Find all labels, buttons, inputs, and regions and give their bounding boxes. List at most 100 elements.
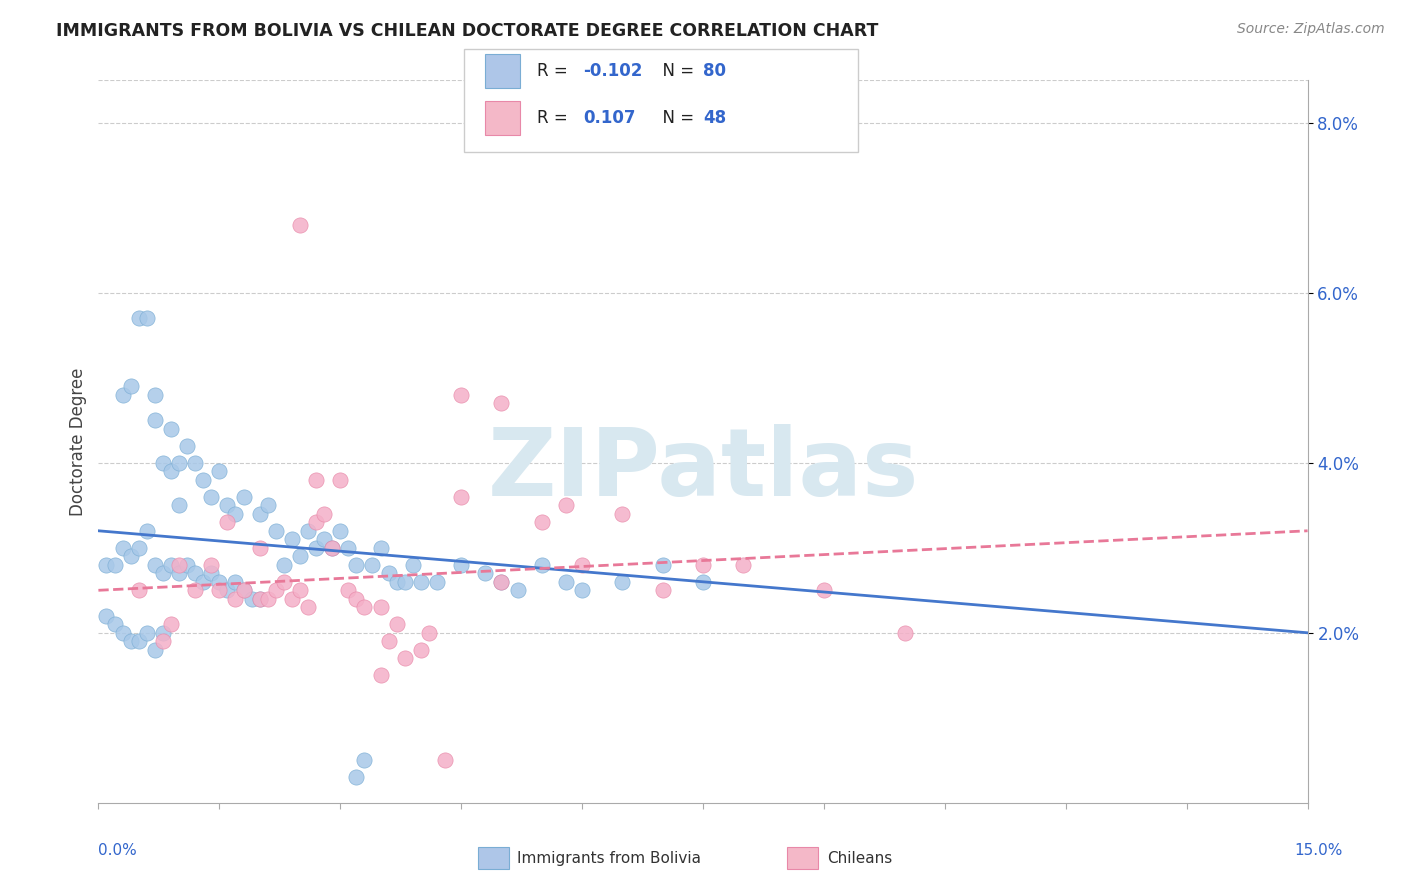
Point: [344, 591, 367, 606]
Point: [733, 558, 755, 572]
Point: [329, 473, 352, 487]
Point: [297, 600, 319, 615]
Point: [450, 388, 472, 402]
Point: [184, 456, 207, 470]
Point: [893, 625, 915, 640]
Point: [394, 574, 416, 589]
Text: 80: 80: [703, 62, 725, 80]
Point: [530, 558, 553, 572]
Point: [305, 541, 328, 555]
Point: [160, 464, 183, 478]
Point: [651, 558, 673, 572]
Point: [434, 753, 457, 767]
Point: [200, 558, 222, 572]
Point: [264, 524, 287, 538]
Point: [305, 516, 328, 530]
Text: 0.0%: 0.0%: [98, 843, 138, 858]
Point: [385, 574, 408, 589]
Point: [143, 558, 166, 572]
Point: [305, 473, 328, 487]
Point: [571, 583, 593, 598]
Point: [103, 617, 125, 632]
Text: N =: N =: [652, 62, 700, 80]
Point: [152, 634, 174, 648]
Point: [111, 625, 134, 640]
Point: [143, 413, 166, 427]
Point: [249, 541, 271, 555]
Point: [344, 770, 367, 784]
Point: [224, 574, 246, 589]
Point: [232, 583, 254, 598]
Point: [160, 558, 183, 572]
Y-axis label: Doctorate Degree: Doctorate Degree: [69, 368, 87, 516]
Text: ZIPatlas: ZIPatlas: [488, 425, 918, 516]
Point: [329, 524, 352, 538]
Point: [111, 541, 134, 555]
Point: [224, 591, 246, 606]
Point: [273, 558, 295, 572]
Point: [813, 583, 835, 598]
Point: [232, 583, 254, 598]
Point: [370, 541, 392, 555]
Point: [288, 549, 311, 564]
Point: [96, 608, 118, 623]
Point: [160, 617, 183, 632]
Point: [135, 311, 157, 326]
Point: [692, 558, 714, 572]
Text: R =: R =: [537, 109, 578, 127]
Point: [152, 456, 174, 470]
Point: [249, 507, 271, 521]
Point: [232, 490, 254, 504]
Point: [176, 558, 198, 572]
Point: [249, 591, 271, 606]
Point: [167, 558, 190, 572]
Point: [128, 583, 150, 598]
Point: [217, 583, 239, 598]
Point: [167, 456, 190, 470]
Point: [491, 574, 513, 589]
Point: [555, 574, 578, 589]
Point: [240, 591, 263, 606]
Point: [288, 218, 311, 232]
Point: [426, 574, 449, 589]
Point: [370, 600, 392, 615]
Text: Chileans: Chileans: [827, 851, 891, 865]
Text: Source: ZipAtlas.com: Source: ZipAtlas.com: [1237, 22, 1385, 37]
Point: [200, 490, 222, 504]
Point: [370, 668, 392, 682]
Point: [208, 574, 231, 589]
Point: [530, 516, 553, 530]
Point: [120, 634, 142, 648]
Point: [377, 566, 399, 581]
Point: [135, 524, 157, 538]
Point: [152, 566, 174, 581]
Point: [167, 498, 190, 512]
Point: [321, 541, 343, 555]
Point: [160, 422, 183, 436]
Point: [167, 566, 190, 581]
Point: [409, 642, 432, 657]
Text: N =: N =: [652, 109, 700, 127]
Text: -0.102: -0.102: [583, 62, 643, 80]
Point: [314, 507, 336, 521]
Point: [176, 439, 198, 453]
Point: [385, 617, 408, 632]
Point: [394, 651, 416, 665]
Point: [281, 591, 304, 606]
Point: [450, 558, 472, 572]
Point: [361, 558, 384, 572]
Point: [120, 379, 142, 393]
Text: Immigrants from Bolivia: Immigrants from Bolivia: [517, 851, 702, 865]
Point: [135, 625, 157, 640]
Point: [193, 473, 215, 487]
Point: [353, 600, 375, 615]
Point: [111, 388, 134, 402]
Point: [491, 396, 513, 410]
Point: [377, 634, 399, 648]
Text: 15.0%: 15.0%: [1295, 843, 1343, 858]
Point: [314, 533, 336, 547]
Point: [571, 558, 593, 572]
Point: [143, 642, 166, 657]
Point: [200, 566, 222, 581]
Text: 0.107: 0.107: [583, 109, 636, 127]
